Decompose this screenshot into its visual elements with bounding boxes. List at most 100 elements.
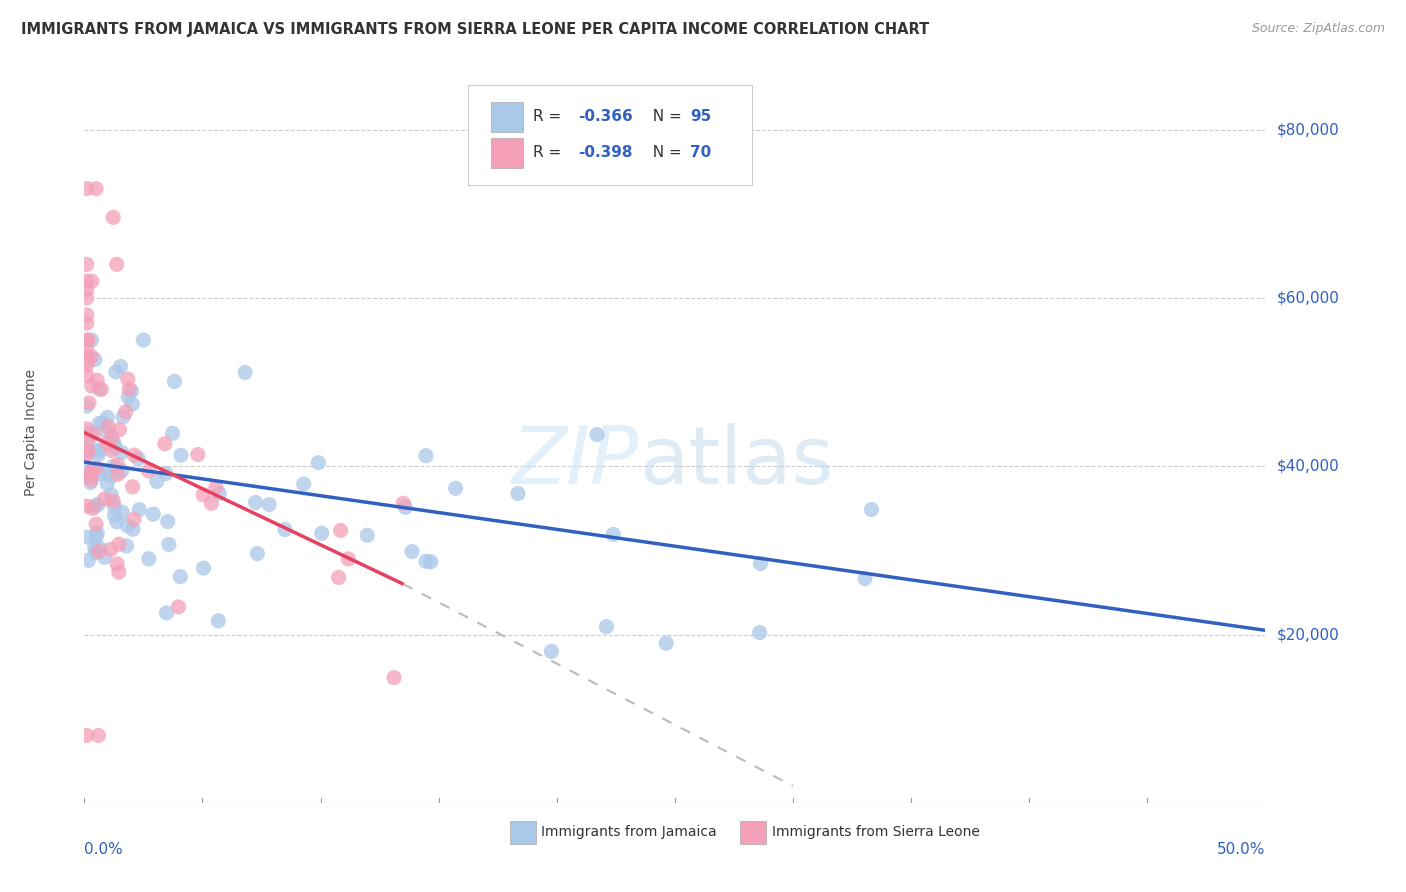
Point	[117, 390, 139, 404]
Point	[155, 606, 177, 620]
Point	[90, 382, 112, 396]
Point	[80, 274, 103, 288]
Point	[128, 502, 150, 516]
Point	[87, 729, 110, 743]
Point	[121, 397, 143, 411]
Point	[97, 425, 120, 439]
Point	[111, 464, 134, 478]
Point	[82, 442, 104, 457]
Point	[76, 274, 98, 288]
Point	[77, 353, 100, 368]
Text: 0.0%: 0.0%	[84, 842, 124, 856]
Point	[84, 461, 107, 475]
Point	[108, 537, 131, 551]
Point	[274, 523, 297, 537]
Point	[104, 508, 127, 523]
Point	[84, 181, 107, 195]
Point	[80, 425, 103, 440]
Point	[191, 488, 214, 502]
Point	[76, 181, 98, 195]
Point	[586, 427, 609, 442]
Point	[415, 449, 437, 463]
Point	[155, 467, 177, 481]
Point	[80, 465, 103, 479]
Point	[115, 539, 138, 553]
Point	[207, 614, 229, 628]
Point	[77, 396, 100, 410]
Point	[104, 441, 127, 455]
Point	[76, 316, 98, 330]
Point	[748, 625, 770, 640]
Point	[257, 498, 280, 512]
Point	[337, 552, 360, 566]
Point	[506, 486, 529, 500]
Point	[860, 502, 883, 516]
Text: ZIP: ZIP	[512, 423, 640, 501]
Point	[382, 671, 405, 685]
Point	[107, 565, 129, 579]
Text: Immigrants from Jamaica: Immigrants from Jamaica	[541, 825, 717, 839]
Text: Immigrants from Sierra Leone: Immigrants from Sierra Leone	[772, 825, 980, 839]
Text: $80,000: $80,000	[1277, 122, 1340, 137]
Point	[103, 435, 125, 450]
Point	[167, 599, 190, 614]
Point	[111, 445, 134, 459]
Point	[132, 333, 155, 347]
Point	[110, 359, 132, 374]
Point	[169, 569, 191, 583]
Text: 70: 70	[690, 145, 711, 161]
Point	[328, 570, 350, 584]
Point	[103, 211, 125, 225]
Point	[419, 555, 441, 569]
Point	[156, 515, 179, 529]
Point	[121, 384, 143, 398]
Point	[76, 283, 98, 297]
Text: Source: ZipAtlas.com: Source: ZipAtlas.com	[1251, 22, 1385, 36]
Point	[76, 468, 98, 483]
Point	[121, 480, 143, 494]
Point	[153, 437, 176, 451]
Text: atlas: atlas	[640, 423, 834, 501]
Point	[108, 423, 131, 437]
Point	[103, 494, 125, 508]
Point	[602, 527, 624, 541]
Point	[83, 500, 105, 514]
Point	[122, 512, 145, 526]
Point	[97, 419, 120, 434]
Point	[89, 467, 111, 481]
Point	[76, 530, 98, 544]
Point	[87, 497, 110, 511]
Point	[163, 375, 186, 389]
Point	[93, 550, 115, 565]
Point	[101, 430, 124, 444]
Point	[84, 529, 107, 543]
Point	[83, 540, 105, 554]
Point	[87, 448, 110, 462]
Text: R =: R =	[533, 109, 567, 124]
Point	[307, 456, 329, 470]
Point	[193, 561, 215, 575]
Point	[853, 572, 876, 586]
Point	[96, 476, 118, 491]
Text: R =: R =	[533, 145, 567, 161]
Point	[76, 422, 98, 436]
Point	[187, 448, 209, 462]
Text: N =: N =	[643, 109, 686, 124]
Text: -0.366: -0.366	[578, 109, 633, 124]
Point	[76, 341, 98, 355]
Point	[401, 544, 423, 558]
Point	[83, 352, 105, 367]
Point	[170, 448, 193, 462]
Point	[122, 522, 145, 536]
Point	[76, 291, 98, 305]
Point	[89, 382, 111, 396]
Point	[93, 491, 115, 506]
Point	[79, 475, 101, 490]
Point	[105, 257, 128, 271]
Point	[91, 416, 114, 430]
Text: -0.398: -0.398	[578, 145, 633, 161]
Point	[233, 366, 256, 380]
Point	[87, 417, 110, 431]
Point	[76, 399, 98, 413]
Point	[103, 500, 125, 514]
